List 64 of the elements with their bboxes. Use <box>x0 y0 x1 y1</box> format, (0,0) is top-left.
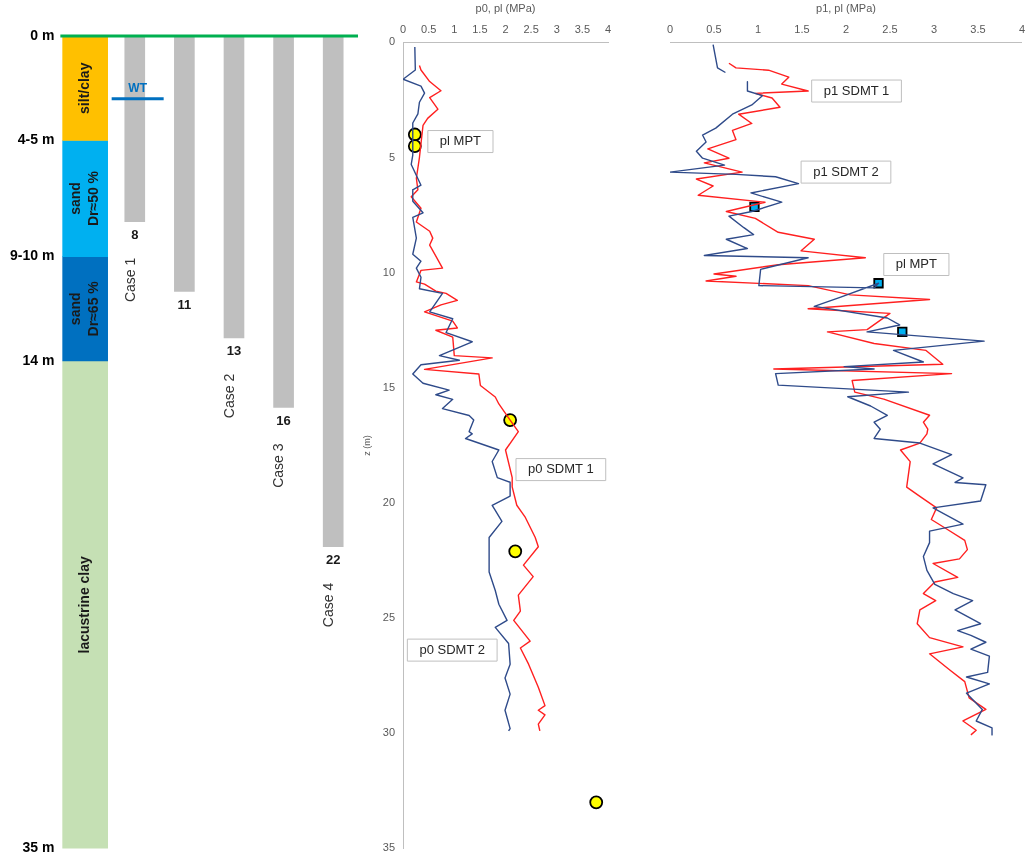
data-label: 16 <box>276 413 291 429</box>
x-tick-label: Case 4 <box>320 582 337 628</box>
x-tick-label: 3.5 <box>574 22 591 35</box>
bar <box>273 36 294 408</box>
x-tick-label: 4 <box>604 22 612 35</box>
bar <box>124 36 146 223</box>
y-tick-label: 25 <box>382 611 396 624</box>
data-label: 8 <box>131 227 139 243</box>
y-tick-label: 9-10 m <box>10 247 55 264</box>
series-label: lacustrine clay <box>76 555 93 654</box>
y-tick-label: 10 <box>382 265 396 278</box>
y-axis-title: z (m) <box>361 435 372 456</box>
x-tick-label: Case 3 <box>270 443 287 488</box>
bar <box>62 140 108 257</box>
x-tick-label: Case 2 <box>220 373 237 419</box>
x-axis-title: p0, pl (MPa) <box>475 1 536 14</box>
bar <box>223 36 245 339</box>
point <box>508 544 523 559</box>
ref-line-label: WT <box>128 81 148 95</box>
x-tick-label: 4 <box>1018 22 1025 35</box>
bar <box>174 36 195 292</box>
data-label: 13 <box>226 343 242 359</box>
series-label: pl MPT <box>439 133 482 149</box>
x-tick-label: 3.5 <box>970 22 986 35</box>
y-tick-label: 4-5 m <box>17 131 55 148</box>
data-label: 22 <box>325 552 341 568</box>
y-tick-label: 35 m <box>22 839 55 856</box>
bar <box>62 360 108 849</box>
data-label: 11 <box>177 296 192 312</box>
x-tick-label: 1 <box>754 22 762 35</box>
x-tick-label: 0 <box>399 22 407 35</box>
series-label: p1 SDMT 1 <box>823 82 890 98</box>
x-tick-label: 3 <box>930 22 938 35</box>
bar <box>62 36 108 141</box>
x-tick-label: 0 <box>666 22 674 35</box>
x-tick-label: 1.5 <box>794 22 810 35</box>
x-tick-label: 0.5 <box>706 22 722 35</box>
x-tick-label: 1.5 <box>472 22 488 35</box>
y-tick-label: 0 m <box>30 26 55 43</box>
x-axis-title: p1, pl (MPa) <box>816 1 876 14</box>
y-tick-label: 30 <box>382 726 396 739</box>
series-label: sand Dr≈50 % <box>67 170 102 227</box>
series-label: p0 SDMT 1 <box>528 461 594 477</box>
x-tick-label: Case 1 <box>121 257 138 303</box>
x-tick-label: 2.5 <box>882 22 898 35</box>
y-tick-label: 20 <box>382 496 396 508</box>
y-tick-label: 35 <box>382 841 396 854</box>
y-tick-label: 15 <box>382 380 396 393</box>
series-label: p0 SDMT 2 <box>419 641 485 657</box>
series-label: p1 SDMT 2 <box>813 163 879 179</box>
bar <box>322 36 344 548</box>
series-label: sand Dr≈65 % <box>67 280 102 337</box>
series-label: pl MPT <box>895 256 937 272</box>
x-tick-label: 3 <box>553 22 560 35</box>
x-tick-label: 2 <box>842 22 850 35</box>
x-tick-label: 1 <box>451 22 458 35</box>
point <box>589 795 604 810</box>
x-tick-label: 2.5 <box>523 22 539 35</box>
y-tick-label: 0 <box>388 35 396 48</box>
y-tick-label: 5 <box>388 150 396 163</box>
x-tick-label: 2 <box>502 22 509 35</box>
series-label: silt/clay <box>76 62 93 114</box>
y-tick-label: 14 m <box>22 351 55 368</box>
x-tick-label: 0.5 <box>421 22 437 35</box>
